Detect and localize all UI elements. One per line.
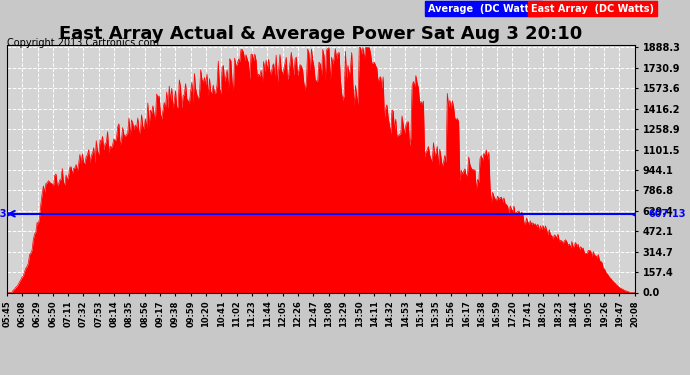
Text: Average  (DC Watts): Average (DC Watts) — [428, 4, 539, 13]
Text: 607.13: 607.13 — [649, 209, 686, 219]
Title: East Array Actual & Average Power Sat Aug 3 20:10: East Array Actual & Average Power Sat Au… — [59, 26, 582, 44]
Text: East Array  (DC Watts): East Array (DC Watts) — [531, 4, 654, 13]
Text: Copyright 2013 Cartronics.com: Copyright 2013 Cartronics.com — [7, 38, 159, 48]
Text: 607.13: 607.13 — [0, 209, 7, 219]
